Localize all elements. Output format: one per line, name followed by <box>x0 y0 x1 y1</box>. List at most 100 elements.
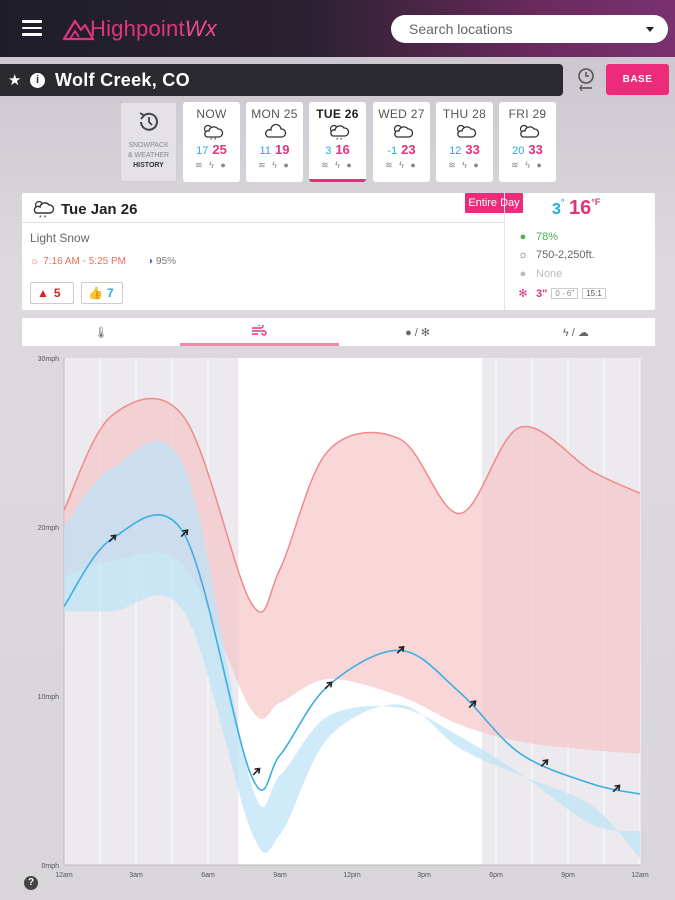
day-tab-fri[interactable]: FRI 29 20 33 ≋ ϟ ● <box>499 102 556 182</box>
tab-precip-snow[interactable]: ● / ✻ <box>339 318 497 346</box>
x-tick-label: 9pm <box>561 872 575 879</box>
detail-temps: 3° 16°F <box>552 197 601 219</box>
detail-temp-low: 3 <box>552 201 561 218</box>
snow-amount: 3" <box>536 287 548 300</box>
day-tab-wed[interactable]: WED 27 -1 23 ≋ ϟ ● <box>373 102 430 182</box>
day-tab-thu[interactable]: THU 28 12 33 ≋ ϟ ● <box>436 102 493 182</box>
moon-icon: ◑ <box>147 256 154 267</box>
droplet-icon: ● <box>519 268 527 280</box>
cloud-elevation: 750-2,250ft. <box>536 249 595 261</box>
svg-text:* *: * * <box>210 138 217 142</box>
day-high: 19 <box>274 142 290 157</box>
logo-suffix: Wx <box>184 16 217 41</box>
day-low: 3 <box>325 145 332 157</box>
location-bar: ★ i Wolf Creek, CO <box>0 64 563 96</box>
day-tab-tue[interactable]: TUE 26 * * 3 16 ≋ ϟ ● <box>309 102 366 182</box>
base-button[interactable]: BASE <box>606 64 669 95</box>
day-low: -1 <box>387 145 398 157</box>
cloud-sun-snow-icon: * * <box>183 122 240 144</box>
history-icon <box>139 112 158 131</box>
precip-type: None <box>536 268 563 280</box>
location-name: Wolf Creek, CO <box>55 69 190 90</box>
day-high: 23 <box>401 142 416 157</box>
chevron-down-icon[interactable] <box>646 26 654 32</box>
logo[interactable]: HighpointWx <box>62 14 217 44</box>
droplet-snowflake-icon: ● / ✻ <box>405 326 431 339</box>
precip-chance-row: ● 78% <box>516 231 558 243</box>
day-name: WED 27 <box>378 107 425 121</box>
droplet-icon: ● <box>519 231 527 243</box>
day-high: 16 <box>335 142 350 157</box>
history-tab[interactable]: SNOWPACK & WEATHER HISTORY <box>120 102 177 182</box>
tab-lightning-cloud[interactable]: ϟ / ☁ <box>497 318 655 346</box>
x-tick-label: 6am <box>201 872 215 879</box>
wind-direction-arrow <box>396 645 405 654</box>
warning-icon: ▲ <box>37 286 49 300</box>
x-tick-label: 12am <box>631 872 649 879</box>
wind-direction-arrow <box>108 534 117 543</box>
y-tick-label: 0mph <box>41 863 59 870</box>
sun-times: ☼ 7:16 AM - 5:25 PM <box>30 256 126 267</box>
day-mini-icons: ≋ ϟ ● <box>511 160 544 170</box>
day-low: 12 <box>449 145 462 157</box>
menu-icon[interactable] <box>22 20 42 36</box>
wind-direction-arrow <box>612 784 621 793</box>
day-high: 25 <box>212 142 227 157</box>
info-icon[interactable]: i <box>30 72 45 88</box>
precip-chance: 78% <box>536 231 559 243</box>
likes-count: 7 <box>106 286 114 300</box>
snow-row: ✻ 3" 0 - 6" 15:1 <box>516 287 606 300</box>
cloud-elevation-row: ☼ 750-2,250ft. <box>516 249 595 261</box>
chart-tab-bar: 🌡 ● / ✻ ϟ / ☁ <box>22 318 655 346</box>
y-tick-label: 20mph <box>38 525 60 532</box>
cloud-snow-icon: * * <box>33 200 55 220</box>
day-name: FRI 29 <box>508 107 547 121</box>
y-tick-label: 10mph <box>38 694 60 701</box>
day-high: 33 <box>465 142 480 157</box>
likes-badge[interactable]: 👍 7 <box>81 282 123 304</box>
wind-direction-arrow <box>324 681 333 690</box>
tab-temperature[interactable]: 🌡 <box>22 318 180 346</box>
help-icon[interactable]: ? <box>24 876 38 890</box>
logo-text: HighpointWx <box>90 16 217 42</box>
day-name: MON 25 <box>251 107 298 121</box>
x-tick-label: 12pm <box>343 872 361 879</box>
x-tick-label: 3pm <box>417 872 431 879</box>
card-header <box>22 193 504 223</box>
day-tab-now[interactable]: NOW * * 17 25 ≋ ϟ ● <box>183 102 240 182</box>
gust-range-band <box>64 398 640 754</box>
day-mini-icons: ≋ ϟ ● <box>195 160 228 170</box>
day-name: TUE 26 <box>316 107 359 121</box>
tab-wind[interactable] <box>180 318 339 346</box>
x-tick-label: 9am <box>273 872 287 879</box>
cloud-sun-icon <box>373 122 430 142</box>
day-mini-icons: ≋ ϟ ● <box>258 160 291 170</box>
history-line2: & WEATHER <box>127 152 170 159</box>
time-elevation-icon[interactable] <box>576 67 596 91</box>
x-tick-label: 12am <box>55 872 73 879</box>
mountain-logo-icon <box>62 19 94 41</box>
favorite-star-icon[interactable]: ★ <box>8 72 22 89</box>
day-mini-icons: ≋ ϟ ● <box>385 160 418 170</box>
day-mini-icons: ≋ ϟ ● <box>321 160 354 170</box>
cloud-snow-icon: * * <box>309 122 366 144</box>
svg-text:* *: * * <box>336 138 343 142</box>
detail-temp-high: 16 <box>568 197 592 219</box>
moon-text: 95% <box>156 256 177 267</box>
search-input[interactable] <box>409 21 646 37</box>
cloud-icon <box>246 122 303 142</box>
alerts-badge[interactable]: ▲ 5 <box>30 282 74 304</box>
day-tab-mon[interactable]: MON 25 11 19 ≋ ϟ ● <box>246 102 303 182</box>
snow-range: 0 - 6" <box>551 288 579 299</box>
day-name: THU 28 <box>442 107 487 121</box>
gust-upper-line <box>63 397 641 613</box>
alerts-count: 5 <box>53 286 61 300</box>
lightning-cloud-icon: ϟ / ☁ <box>562 326 589 339</box>
card-divider <box>504 193 505 310</box>
search-box[interactable] <box>391 15 668 43</box>
history-line1: SNOWPACK <box>128 142 169 149</box>
sun-times-text: 7:16 AM - 5:25 PM <box>43 256 126 267</box>
day-detail-card: * * Tue Jan 26 Entire Day Light Snow ☼ 7… <box>22 193 655 310</box>
entire-day-toggle[interactable]: Entire Day <box>465 193 523 213</box>
svg-text:* *: * * <box>39 215 47 220</box>
